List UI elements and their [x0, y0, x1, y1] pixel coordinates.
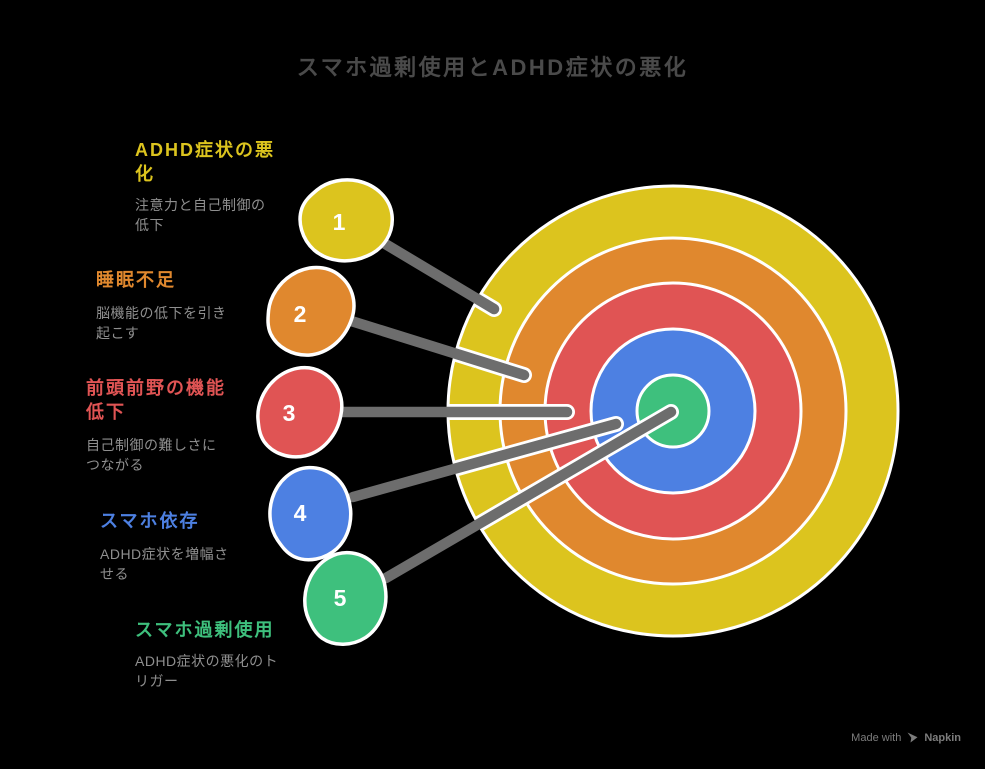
label-desc-2: 脳機能の低下を引き起こす: [96, 305, 227, 341]
badge-shape-2: [266, 265, 356, 357]
badge-number-2: 2: [294, 301, 307, 327]
label-block-2: 睡眠不足 脳機能の低下を引き起こす: [96, 268, 242, 343]
badge-number-5: 5: [334, 585, 347, 611]
connector-lines: [334, 236, 677, 584]
badge-number-1: 1: [333, 209, 346, 235]
badge-number-3: 3: [283, 400, 296, 426]
brand-label: Napkin: [924, 731, 961, 744]
connector-line-2: [342, 314, 530, 381]
badge-numbers: 1 2 3 4 5: [283, 209, 347, 611]
badge-shape-3: [256, 365, 344, 459]
badge-shape-4: [268, 465, 353, 562]
label-block-1: ADHD症状の悪化 注意力と自己制御の低下: [135, 138, 281, 235]
page-title: スマホ過剰使用とADHD症状の悪化: [296, 55, 689, 80]
badge-number-4: 4: [294, 500, 307, 526]
label-heading-4: スマホ依存: [100, 511, 200, 531]
label-desc-3: 自己制御の難しさにつながる: [86, 437, 217, 473]
connector-line-5: [380, 406, 677, 584]
made-with-label: Made with: [851, 731, 902, 744]
label-desc-1: 注意力と自己制御の低下: [135, 197, 266, 233]
label-block-3: 前頭前野の機能低下 自己制御の難しさにつながる: [86, 376, 232, 475]
number-badges: [256, 178, 394, 646]
label-heading-5: スマホ過剰使用: [135, 620, 275, 640]
label-heading-2: 睡眠不足: [96, 270, 176, 290]
label-desc-4: ADHD症状を増幅させる: [100, 546, 229, 582]
napkin-logo-icon: [907, 732, 918, 743]
connector-line-1: [376, 236, 500, 315]
badge-shape-5: [303, 550, 388, 646]
badge-shape-1: [298, 178, 394, 263]
label-heading-1: ADHD症状の悪化: [135, 140, 275, 184]
connector-line-4: [347, 418, 622, 503]
label-desc-5: ADHD症状の悪化のトリガー: [135, 653, 279, 689]
label-block-4: スマホ依存 ADHD症状を増幅させる: [100, 509, 246, 584]
label-block-5: スマホ過剰使用 ADHD症状の悪化のトリガー: [135, 618, 285, 691]
label-heading-3: 前頭前野の機能低下: [86, 378, 226, 422]
attribution-footer: Made with Napkin: [851, 731, 961, 744]
